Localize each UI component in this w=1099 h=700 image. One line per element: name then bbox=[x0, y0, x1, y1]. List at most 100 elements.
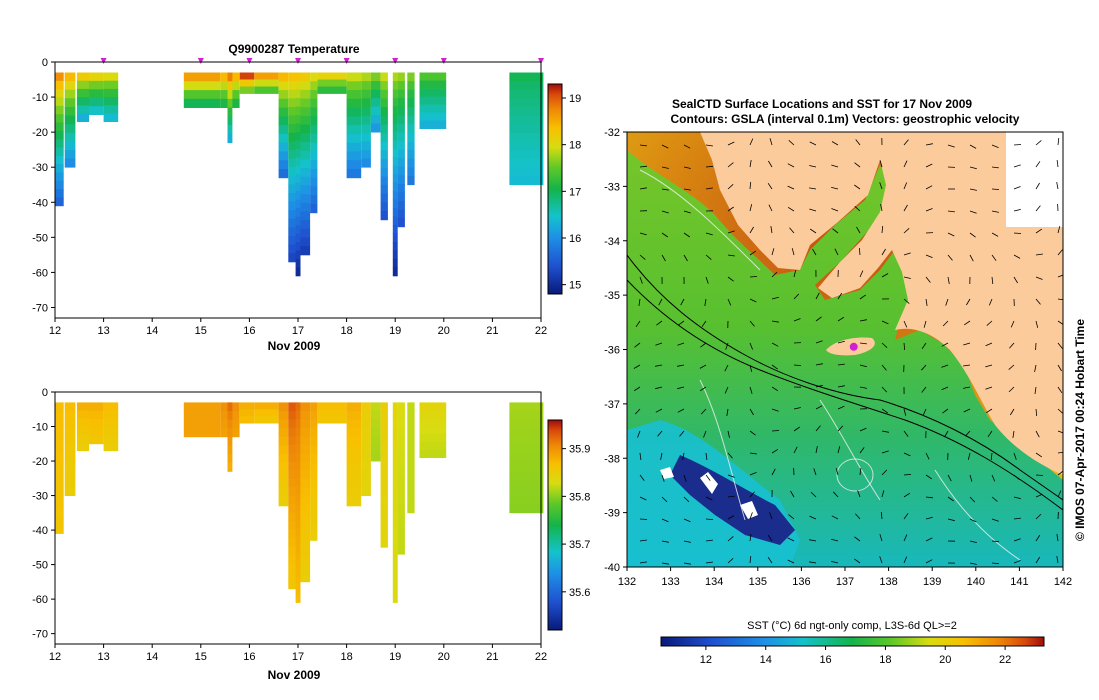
vector-87 bbox=[727, 298, 732, 306]
profile-16-layer-6 bbox=[346, 125, 362, 135]
profile-2-layer-2 bbox=[76, 88, 90, 98]
profile-marker-0 bbox=[100, 58, 107, 64]
profile-1-layer-7 bbox=[64, 132, 76, 142]
vector-131 bbox=[771, 386, 779, 392]
profile-24-layer-10 bbox=[509, 158, 544, 168]
profile-20-layer-10 bbox=[392, 157, 398, 167]
vector-329 bbox=[985, 342, 993, 347]
vector-243 bbox=[903, 204, 908, 212]
profile-20-layer-19 bbox=[392, 560, 398, 570]
profile-13-layer-17 bbox=[300, 547, 311, 557]
profile-13-layer-5 bbox=[300, 445, 311, 454]
profile-24-layer-10 bbox=[509, 487, 544, 497]
profile-15-layer-0 bbox=[317, 402, 347, 410]
profile-0-layer-4 bbox=[55, 105, 64, 115]
vector-168 bbox=[815, 316, 822, 322]
vector-84 bbox=[727, 230, 735, 234]
profile-13-layer-4 bbox=[300, 436, 311, 446]
vector-133 bbox=[771, 430, 780, 432]
vector-6 bbox=[639, 276, 643, 284]
vector-193 bbox=[837, 425, 844, 432]
profile-7-layer-4 bbox=[227, 107, 233, 117]
vector-207 bbox=[859, 294, 866, 300]
profile-20-layer-4 bbox=[392, 106, 398, 116]
vector-341 bbox=[1013, 164, 1021, 168]
vector-176 bbox=[810, 491, 817, 498]
profile-24-layer-5 bbox=[509, 444, 544, 454]
profile-13-layer-15 bbox=[300, 530, 311, 540]
profile-13-layer-7 bbox=[300, 133, 311, 143]
profile-21-layer-12 bbox=[397, 503, 405, 513]
day-tick-2: 14 bbox=[146, 325, 158, 337]
vector-271 bbox=[921, 386, 927, 393]
profile-24-layer-9 bbox=[509, 150, 544, 160]
profile-24-layer-12 bbox=[509, 504, 544, 514]
vector-53 bbox=[679, 430, 685, 437]
vector-4 bbox=[639, 232, 647, 236]
land-mainland bbox=[700, 132, 1063, 475]
vector-57 bbox=[683, 518, 691, 523]
vector-74 bbox=[705, 452, 708, 460]
profile-14-layer-4 bbox=[310, 107, 318, 117]
profile-marker-5 bbox=[392, 58, 399, 64]
vector-240 bbox=[903, 139, 909, 146]
profile-14-layer-7 bbox=[310, 133, 318, 144]
profile-12-layer-2 bbox=[295, 419, 301, 428]
profile-12-layer-16 bbox=[295, 535, 301, 545]
profile-11-layer-17 bbox=[288, 218, 298, 228]
profile-18-layer-5 bbox=[370, 444, 381, 454]
vector-140 bbox=[788, 140, 795, 146]
vector-266 bbox=[925, 276, 931, 283]
profile-18-layer-3 bbox=[370, 98, 381, 107]
vector-180 bbox=[831, 141, 839, 146]
profile-17-layer-2 bbox=[361, 89, 371, 99]
map-latitude-ticks: -32 -33 -34 -35 -36 -37 -38 -39 -40 bbox=[604, 127, 627, 574]
profile-17-layer-8 bbox=[361, 141, 371, 151]
vector-90 bbox=[724, 364, 729, 372]
vector-333 bbox=[987, 430, 993, 438]
profile-19-layer-6 bbox=[380, 453, 388, 463]
profile-9-layer-1 bbox=[254, 79, 279, 87]
profile-13-layer-11 bbox=[300, 168, 311, 178]
vector-37 bbox=[661, 518, 669, 523]
vector-319 bbox=[969, 562, 977, 565]
profile-24-layer-4 bbox=[509, 436, 544, 446]
lon-tick-1: 133 bbox=[661, 576, 679, 588]
lat-tick-3: -35 bbox=[604, 290, 620, 302]
vector-338 bbox=[991, 540, 1000, 543]
vector-98 bbox=[727, 536, 734, 542]
profile-24-layer-3 bbox=[509, 427, 544, 437]
vector-187 bbox=[837, 292, 843, 300]
vector-52 bbox=[677, 408, 685, 413]
profile-23-layer-2 bbox=[419, 418, 447, 427]
vector-230 bbox=[881, 364, 887, 371]
day-tick-10: 22 bbox=[535, 325, 547, 337]
profile-19-layer-11 bbox=[380, 167, 388, 177]
vector-94 bbox=[727, 452, 733, 459]
profile-0-layer-6 bbox=[55, 451, 64, 461]
profile-12-layer-17 bbox=[295, 216, 301, 226]
day-tick-0: 12 bbox=[49, 325, 61, 337]
vector-348 bbox=[1010, 320, 1015, 328]
vector-301 bbox=[969, 166, 977, 170]
profile-18-layer-4 bbox=[370, 106, 381, 116]
profile-11-layer-1 bbox=[288, 81, 298, 91]
colorbar-tick-4: 15 bbox=[569, 280, 581, 292]
depth-tick-5: -50 bbox=[32, 232, 48, 244]
profile-20-layer-7 bbox=[392, 460, 398, 470]
vector-327 bbox=[988, 298, 993, 306]
profile-0-layer-11 bbox=[55, 164, 64, 173]
profile-11-layer-10 bbox=[288, 487, 298, 496]
profile-13-layer-9 bbox=[300, 150, 311, 160]
vector-34 bbox=[660, 452, 663, 460]
ctd-location-marker bbox=[849, 342, 858, 351]
vector-317 bbox=[969, 518, 977, 523]
profile-markers bbox=[100, 58, 544, 64]
profile-1-layer-5 bbox=[64, 115, 76, 125]
profile-4-layer-4 bbox=[103, 434, 119, 444]
day-tick-8: 20 bbox=[438, 651, 450, 663]
depth-tick-2: -20 bbox=[32, 456, 48, 468]
vector-355 bbox=[1013, 474, 1020, 480]
profile-13-layer-8 bbox=[300, 142, 311, 152]
vector-269 bbox=[921, 342, 927, 350]
